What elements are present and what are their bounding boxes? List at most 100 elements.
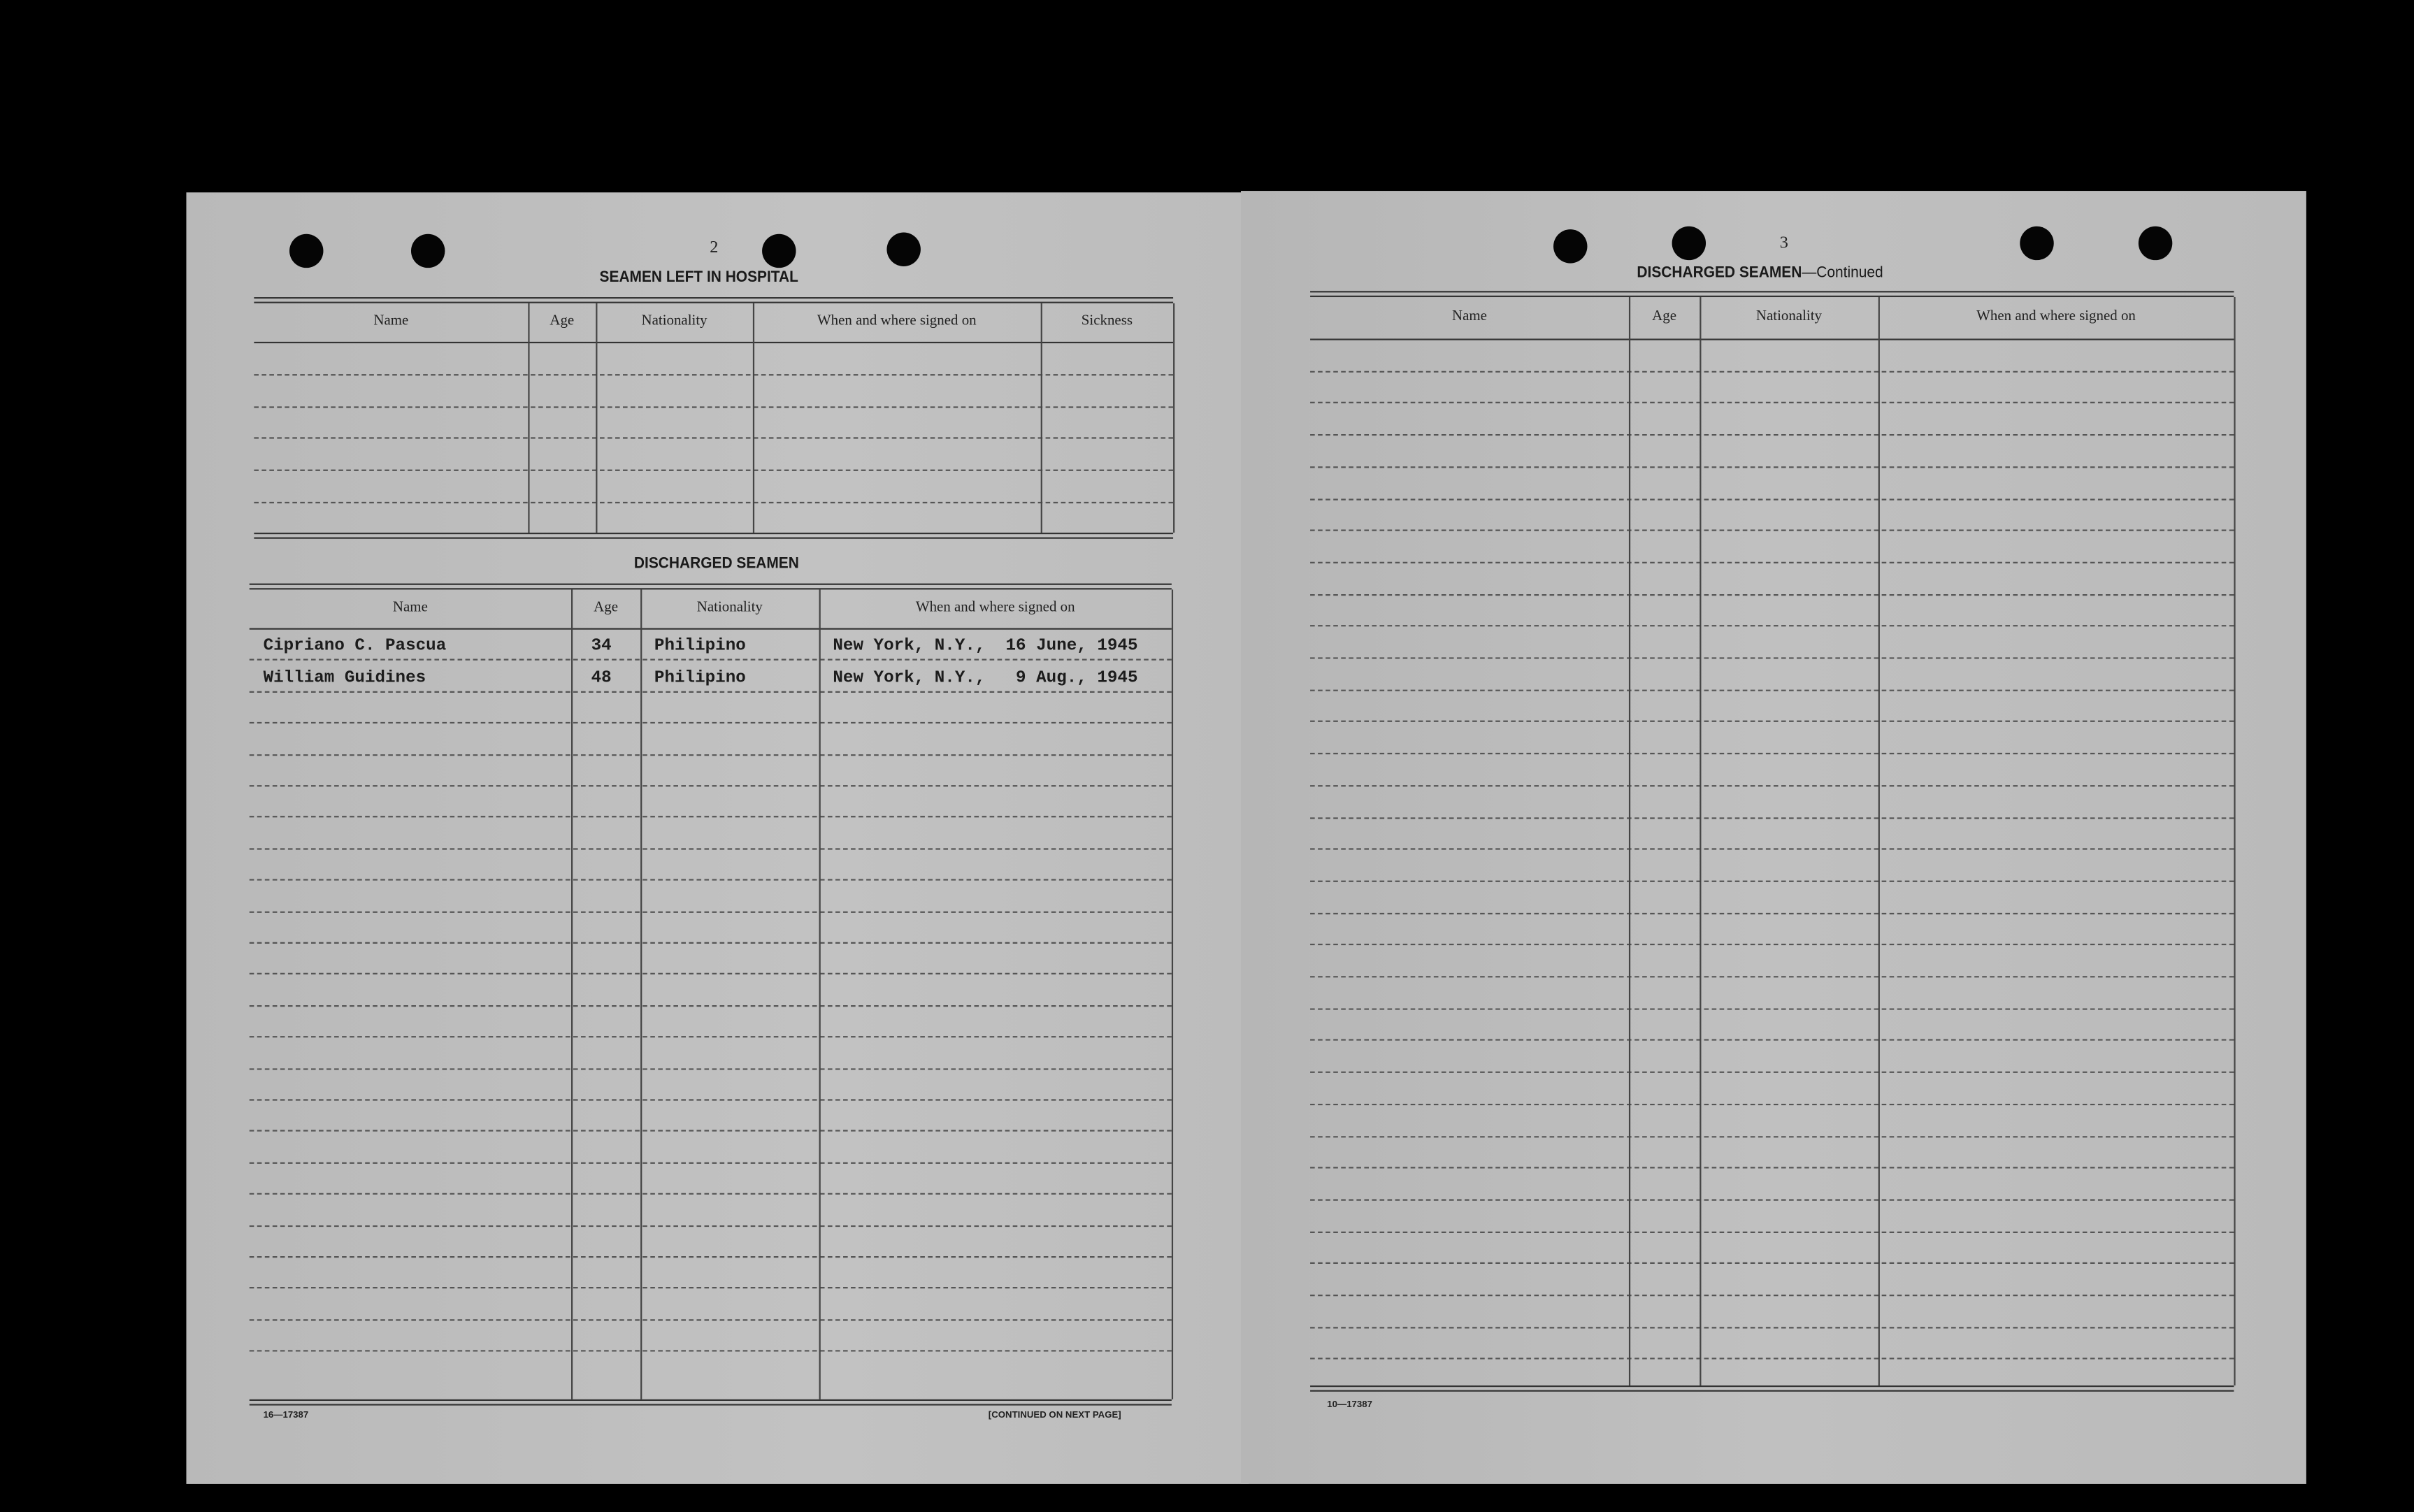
punch-hole [289, 233, 324, 268]
row-rule [249, 1193, 1172, 1195]
row-rule [1310, 434, 2234, 436]
column-header: Nationality [641, 313, 707, 329]
cell-name: Cipriano C. Pascua [263, 638, 447, 656]
column-divider [2234, 297, 2236, 1385]
punch-hole [1553, 229, 1588, 264]
punch-hole [1672, 226, 1707, 261]
left-page: 2 SEAMEN LEFT IN HOSPITAL Name Age Nationa… [186, 192, 1249, 1484]
header-rule [254, 341, 1174, 344]
row-rule [1310, 816, 2234, 819]
row-rule [1310, 593, 2234, 596]
cell-name: William Guidines [263, 669, 426, 688]
row-rule [249, 785, 1172, 787]
column-divider [1628, 297, 1631, 1385]
cell-nationality: Philipino [654, 669, 746, 688]
row-rule [249, 879, 1172, 881]
row-rule [1310, 1039, 2234, 1042]
title-text: DISCHARGED SEAMEN [1637, 264, 1802, 282]
discharged-table: Name Age Nationality When and where signed … [249, 583, 1174, 1406]
row-rule [1310, 1199, 2234, 1201]
row-rule [249, 691, 1172, 693]
column-header: When and where signed on [1976, 308, 2136, 324]
cell-nationality: Philipino [654, 638, 746, 656]
cell-signed-on: New York, N.Y., 16 June, 1945 [833, 638, 1138, 656]
column-divider [1173, 303, 1175, 533]
top-double-rule [249, 583, 1172, 590]
column-header: Nationality [696, 599, 763, 615]
row-rule [1310, 529, 2234, 532]
row-rule [254, 438, 1174, 440]
punch-hole [762, 233, 796, 268]
row-rule [249, 754, 1172, 756]
column-header: Sickness [1081, 313, 1133, 329]
punch-hole [2138, 226, 2173, 261]
row-rule [1310, 880, 2234, 882]
row-rule [1310, 1295, 2234, 1297]
column-header: When and where signed on [915, 599, 1075, 615]
column-divider [1878, 297, 1880, 1385]
row-rule [249, 1067, 1172, 1070]
hospital-table: Name Age Nationality When and where signed … [254, 297, 1175, 539]
column-header: Age [549, 313, 575, 329]
column-divider [1700, 297, 1702, 1385]
row-rule [1310, 1326, 2234, 1328]
row-rule [249, 910, 1172, 913]
column-divider [528, 303, 530, 533]
row-rule [1310, 721, 2234, 723]
row-rule [1310, 1103, 2234, 1105]
column-header: Name [1452, 308, 1487, 324]
row-rule [1310, 561, 2234, 563]
row-rule [1310, 1358, 2234, 1360]
column-header: Name [392, 599, 428, 615]
column-divider [596, 303, 598, 533]
row-rule [1310, 466, 2234, 468]
column-divider [819, 589, 821, 1399]
bottom-double-rule [249, 1399, 1172, 1406]
hospital-title: SEAMEN LEFT IN HOSPITAL [599, 269, 798, 287]
row-rule [1310, 498, 2234, 500]
form-number: 16—17387 [263, 1411, 309, 1421]
column-divider [571, 589, 573, 1399]
row-rule [1310, 944, 2234, 946]
row-rule [1310, 976, 2234, 978]
column-header: Age [1652, 308, 1676, 324]
column-divider [640, 589, 642, 1399]
bottom-double-rule [1310, 1385, 2234, 1392]
header-rule [1310, 338, 2234, 340]
row-rule [1310, 625, 2234, 627]
column-header: Age [594, 599, 618, 615]
row-rule [249, 816, 1172, 819]
row-rule [1310, 753, 2234, 755]
row-rule [1310, 848, 2234, 851]
bottom-double-rule [254, 532, 1174, 539]
column-divider [1040, 303, 1042, 533]
title-suffix: —Continued [1802, 264, 1883, 282]
header-rule [249, 628, 1172, 630]
row-rule [1310, 657, 2234, 659]
row-rule [249, 1005, 1172, 1007]
top-double-rule [1310, 291, 2234, 298]
row-rule [249, 1318, 1172, 1321]
column-divider [1171, 589, 1174, 1399]
row-rule [254, 405, 1174, 408]
right-page: 3 DISCHARGED SEAMEN—Continued Name Age Nat… [1240, 191, 2306, 1484]
row-rule [1310, 1167, 2234, 1169]
row-rule [249, 1225, 1172, 1227]
row-rule [249, 722, 1172, 724]
row-rule [249, 847, 1172, 850]
row-rule [254, 470, 1174, 472]
continued-note: [CONTINUED ON NEXT PAGE] [988, 1411, 1121, 1421]
discharged-continued-title: DISCHARGED SEAMEN—Continued [1637, 265, 1883, 282]
page-number: 3 [1779, 233, 1788, 253]
row-rule [249, 942, 1172, 944]
row-rule [1310, 370, 2234, 373]
column-header: When and where signed on [817, 313, 977, 329]
row-rule [249, 659, 1172, 661]
form-number: 10—17387 [1327, 1401, 1372, 1411]
column-header: Nationality [1755, 308, 1823, 324]
row-rule [249, 973, 1172, 975]
row-rule [249, 1130, 1172, 1132]
cell-age: 48 [591, 669, 612, 688]
cell-age: 34 [591, 638, 612, 656]
row-rule [254, 501, 1174, 504]
